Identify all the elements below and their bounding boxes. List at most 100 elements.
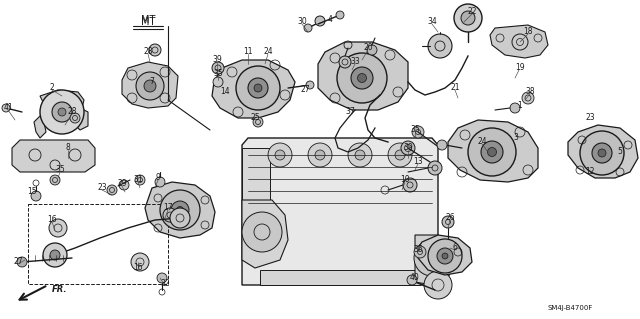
Circle shape [248,78,268,98]
Circle shape [412,126,424,138]
Text: 41: 41 [3,103,13,113]
Polygon shape [242,138,438,285]
Text: 28: 28 [143,48,153,56]
Circle shape [414,246,426,258]
Circle shape [424,271,452,299]
Circle shape [337,53,387,103]
Text: 14: 14 [220,87,230,97]
Circle shape [407,275,417,285]
Text: 27: 27 [300,85,310,94]
Text: 33: 33 [350,57,360,66]
Circle shape [592,143,612,163]
Polygon shape [448,120,538,182]
Polygon shape [418,235,472,275]
Circle shape [428,161,442,175]
Circle shape [160,190,200,230]
Circle shape [170,208,190,228]
Text: MT: MT [141,15,155,25]
Circle shape [49,219,67,237]
Text: SM4J-B4700F: SM4J-B4700F [547,305,593,311]
Circle shape [17,257,27,267]
Text: 39: 39 [403,144,413,152]
Polygon shape [415,235,455,285]
Circle shape [481,141,503,163]
Polygon shape [212,60,295,118]
Circle shape [58,108,66,116]
Circle shape [212,62,224,74]
Polygon shape [34,116,46,138]
Circle shape [2,104,10,112]
Circle shape [580,131,624,175]
Circle shape [351,67,373,89]
Text: 1: 1 [518,100,522,109]
Polygon shape [122,62,178,108]
Circle shape [253,117,263,127]
Bar [28,204,168,284]
Circle shape [428,239,462,273]
Circle shape [52,102,72,122]
Circle shape [336,11,344,19]
Text: 36: 36 [413,246,423,255]
Text: 6: 6 [452,243,458,253]
Text: 32: 32 [160,279,170,288]
Text: 16: 16 [133,263,143,272]
Circle shape [131,253,149,271]
Text: 30: 30 [297,18,307,26]
Text: 18: 18 [524,27,532,36]
Circle shape [268,143,292,167]
Text: 11: 11 [243,48,253,56]
Circle shape [177,206,184,213]
Text: 4: 4 [328,16,332,25]
Text: 28: 28 [67,108,77,116]
Circle shape [275,150,285,160]
Text: 29: 29 [117,180,127,189]
Circle shape [304,24,312,32]
Circle shape [461,11,475,25]
Text: 23: 23 [585,114,595,122]
Text: 35: 35 [213,70,223,78]
Circle shape [437,248,453,264]
Text: 20: 20 [363,43,373,53]
Circle shape [308,143,332,167]
Circle shape [442,216,454,228]
Polygon shape [260,270,420,285]
Circle shape [437,140,447,150]
Circle shape [403,178,417,192]
Polygon shape [145,182,215,238]
Circle shape [236,66,280,110]
Text: 35: 35 [410,125,420,135]
Circle shape [348,143,372,167]
Circle shape [454,4,482,32]
Circle shape [468,128,516,176]
Text: 3: 3 [513,133,518,143]
Circle shape [213,77,223,87]
Circle shape [50,250,60,260]
Text: 38: 38 [525,87,535,97]
Text: 25: 25 [250,114,260,122]
Circle shape [43,243,67,267]
Text: FR.: FR. [52,286,68,294]
Circle shape [254,84,262,92]
Polygon shape [568,125,638,178]
Circle shape [401,141,415,155]
Text: 5: 5 [618,147,623,157]
Circle shape [306,81,314,89]
Circle shape [598,149,606,157]
Text: MT: MT [141,17,155,27]
Text: 10: 10 [400,175,410,184]
Circle shape [395,150,405,160]
Text: 21: 21 [451,84,460,93]
Circle shape [149,44,161,56]
Text: 13: 13 [413,158,423,167]
Circle shape [171,201,189,219]
Circle shape [50,175,60,185]
Text: 9: 9 [156,174,161,182]
Polygon shape [318,42,408,110]
Text: 16: 16 [47,216,57,225]
Circle shape [136,72,164,100]
Circle shape [428,34,452,58]
Circle shape [135,175,145,185]
Polygon shape [40,90,84,108]
Polygon shape [12,140,95,172]
Text: 17: 17 [163,204,173,212]
